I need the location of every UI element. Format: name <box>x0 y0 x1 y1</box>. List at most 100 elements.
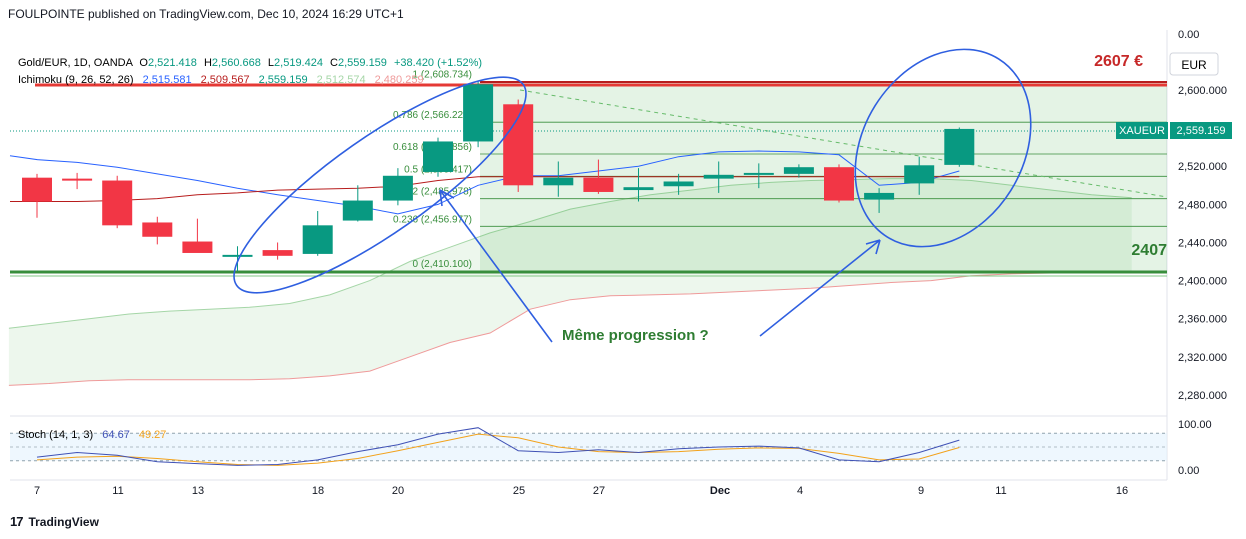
time-tick-label: 11 <box>995 485 1006 497</box>
candle[interactable] <box>904 156 935 195</box>
candle[interactable] <box>62 172 93 190</box>
candle[interactable] <box>262 242 293 260</box>
time-tick-label: 20 <box>392 485 404 497</box>
footer-brand: TradingView <box>28 514 99 529</box>
time-tick-label: 7 <box>34 485 40 497</box>
ellipse-annotation-left <box>233 76 527 294</box>
legend-ichimoku: Ichimoku (9, 26, 52, 26) 2,515.581 2,509… <box>18 74 424 86</box>
arrow-left <box>439 189 553 343</box>
candle[interactable] <box>142 216 173 245</box>
candle[interactable] <box>623 168 654 202</box>
candle[interactable] <box>824 164 854 203</box>
candle-body <box>382 175 413 201</box>
candle-body <box>783 167 814 174</box>
candle-body <box>824 167 854 201</box>
candle[interactable] <box>703 161 734 193</box>
stoch-tick-label: 0.00 <box>1178 465 1199 477</box>
stoch-legend: Stoch (14, 1, 3) 64.67 49.27 <box>18 429 166 441</box>
candle[interactable] <box>663 173 694 195</box>
candle-body <box>342 200 373 221</box>
symbol-tag <box>1116 122 1168 139</box>
candle-body <box>262 250 293 256</box>
price-tick-label: 0.00 <box>1178 29 1199 41</box>
candle-body <box>583 177 614 192</box>
time-tick-label: 27 <box>593 485 605 497</box>
candle[interactable] <box>463 81 494 148</box>
candle[interactable] <box>583 159 614 194</box>
fib-label: 0.382 (2,485.978) <box>393 187 472 198</box>
candle-body <box>22 177 52 202</box>
candle-body <box>703 174 734 179</box>
resistance-label: 2607 € <box>1094 53 1143 70</box>
stoch-tick-label: 100.00 <box>1178 419 1212 431</box>
ichimoku-cloud <box>8 178 1132 386</box>
candle[interactable] <box>423 137 453 177</box>
question-label: Même progression ? <box>562 327 709 344</box>
ellipse-annotation-right <box>854 48 1032 248</box>
candle[interactable] <box>864 188 895 213</box>
candle-body <box>142 222 173 237</box>
symbol-tag-text: XAUEUR <box>1119 125 1165 137</box>
candle[interactable] <box>944 127 975 167</box>
candle[interactable] <box>302 211 333 256</box>
stoch-k-line <box>36 427 960 466</box>
price-tick-label: 2,400.000 <box>1178 276 1227 288</box>
currency-label: EUR <box>1181 58 1207 72</box>
currency-button[interactable] <box>1169 52 1219 76</box>
price-tick-label: 2,360.000 <box>1178 314 1227 326</box>
candle[interactable] <box>22 173 52 218</box>
candle[interactable] <box>102 175 133 229</box>
candle[interactable] <box>743 163 774 189</box>
candle[interactable] <box>543 161 574 197</box>
candle[interactable] <box>503 99 534 192</box>
fib-label: 0.786 (2,566.226) <box>393 110 472 121</box>
candle-body <box>463 84 494 142</box>
candle[interactable] <box>182 218 213 253</box>
time-tick-label: 11 <box>112 485 123 497</box>
time-tick-label: 18 <box>312 485 324 497</box>
candle[interactable] <box>342 185 373 222</box>
candle-body <box>743 172 774 175</box>
time-tick-label: 25 <box>513 485 525 497</box>
time-tick-label: 16 <box>1116 485 1128 497</box>
price-tick-label: 2,320.000 <box>1178 352 1227 364</box>
price-tick-label: 2,600.000 <box>1178 85 1227 97</box>
tradingview-footer[interactable]: 17 TradingView <box>10 514 99 529</box>
candle-body <box>864 192 895 200</box>
support-label: 2407 <box>1131 242 1167 259</box>
arrow-right <box>759 239 881 337</box>
stoch-d-line <box>36 433 960 466</box>
candle-body <box>543 177 574 186</box>
price-tick-label: 2,280.000 <box>1178 390 1227 402</box>
time-tick-label: 13 <box>192 485 204 497</box>
price-tick-label: 2,520.000 <box>1178 161 1227 173</box>
candle-body <box>663 181 694 187</box>
fib-label: 0.236 (2,456.977) <box>393 214 472 225</box>
candle-body <box>222 254 253 257</box>
candle-body <box>944 128 975 165</box>
candle[interactable] <box>222 246 253 272</box>
tradingview-logo-icon: 17 <box>10 514 24 529</box>
time-tick-label: 9 <box>918 485 924 497</box>
legend-symbol: Gold/EUR, 1D, OANDA O2,521.418 H2,560.66… <box>18 57 482 69</box>
candle-body <box>102 180 133 226</box>
candle-body <box>182 241 213 253</box>
time-tick-label: 4 <box>797 485 803 497</box>
candle-body <box>302 225 333 254</box>
candle[interactable] <box>382 168 413 206</box>
price-tick-label: 2,480.000 <box>1178 199 1227 211</box>
candle-body <box>904 165 935 184</box>
publisher-header: FOULPOINTE published on TradingView.com,… <box>8 7 404 21</box>
price-tag <box>1170 122 1232 139</box>
candle[interactable] <box>783 164 814 178</box>
price-tick-label: 2,440.000 <box>1178 237 1227 249</box>
dashed-trendline <box>519 89 1168 198</box>
time-tick-label: Dec <box>710 485 730 497</box>
candle-body <box>62 178 93 181</box>
senkou-span-a-line <box>8 178 1132 329</box>
tenkan-sen-line <box>9 150 960 215</box>
fib-label: 1 (2,608.734) <box>413 70 473 81</box>
senkou-span-b-line <box>8 272 1132 386</box>
candle-body <box>623 187 654 191</box>
